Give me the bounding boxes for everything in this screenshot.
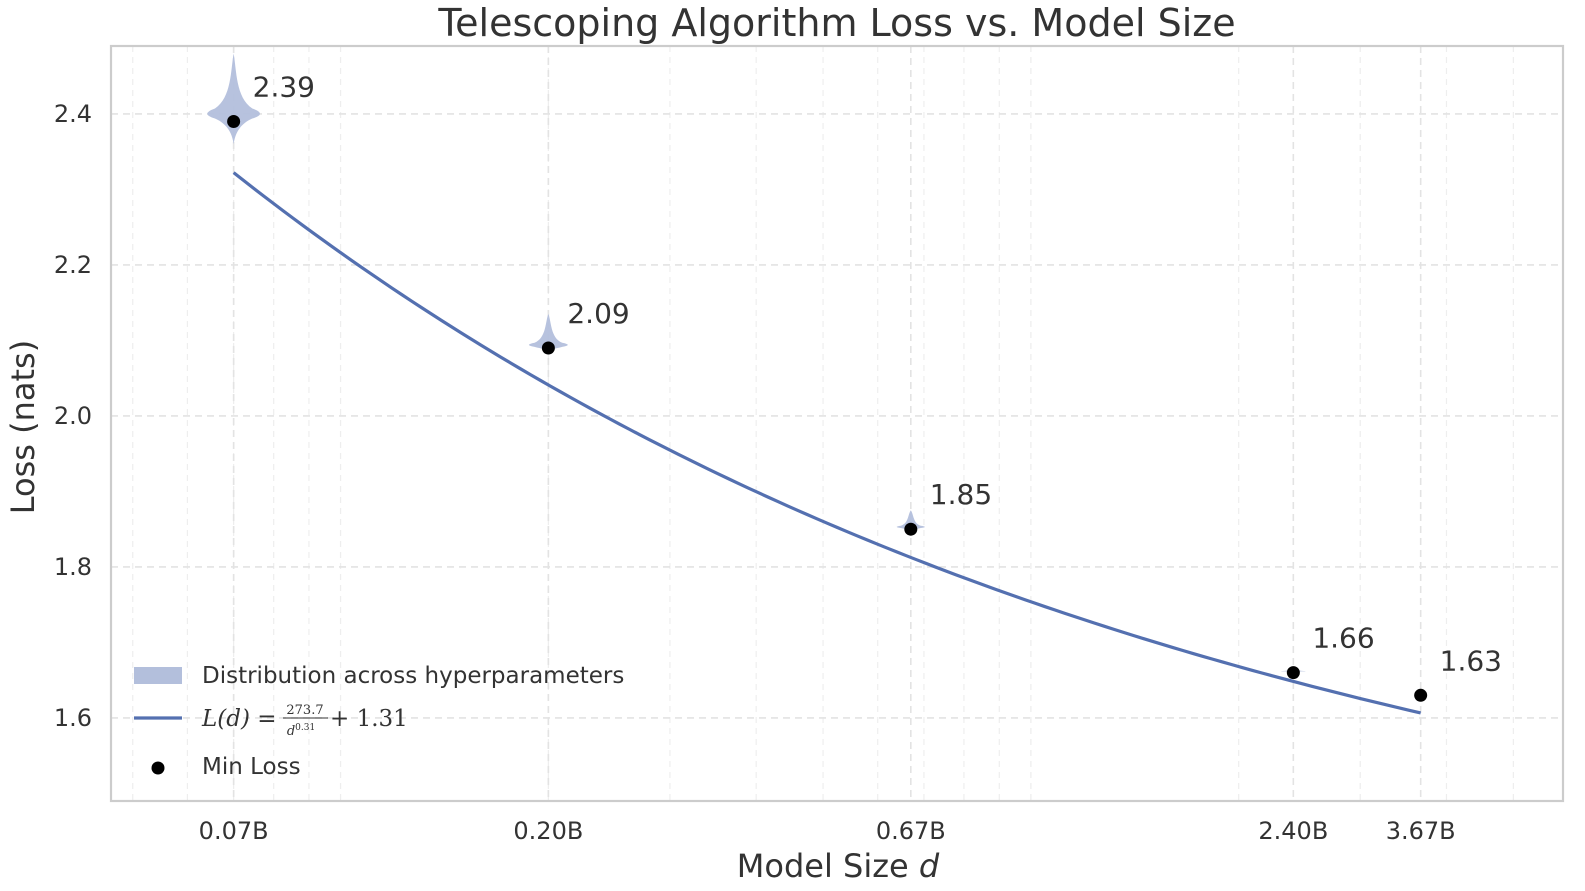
y-tick-label: 1.6 <box>54 704 92 732</box>
min-loss-point <box>541 341 555 355</box>
min-loss-point <box>227 115 241 128</box>
legend-fit-denominator-exp: 0.31 <box>295 723 315 733</box>
legend-marker-min-loss <box>151 761 165 775</box>
x-axis-ticks: 0.07B 0.20B 0.67B 2.40B 3.67B <box>199 817 1456 845</box>
point-value-label: 2.09 <box>567 297 629 330</box>
legend-fit-denominator-var: d <box>287 724 295 739</box>
point-value-label: 1.63 <box>1440 644 1502 677</box>
legend-fit-numerator: 273.7 <box>286 703 323 718</box>
legend-fit-denominator: d0.31 <box>287 723 315 739</box>
x-tick-label: 0.07B <box>199 817 269 845</box>
fit-curve-line <box>232 171 1422 715</box>
violin-1 <box>528 314 568 352</box>
x-axis-title: Model Size d <box>737 847 940 885</box>
point-value-label: 1.66 <box>1312 622 1374 655</box>
plot-frame <box>109 44 1565 803</box>
violin-0 <box>207 53 260 145</box>
y-tick-label: 2.0 <box>54 402 92 430</box>
y-tick-label: 2.2 <box>54 251 92 279</box>
min-loss-point <box>904 522 918 536</box>
legend: Distribution across hyperparameters L(d)… <box>134 663 624 780</box>
y-axis-ticks: 1.6 1.8 2.0 2.2 2.4 <box>54 100 92 732</box>
x-axis-variable: d <box>919 847 940 885</box>
min-loss-points <box>227 115 1428 702</box>
legend-label-fit: L(d) = 273.7 d0.31 + 1.31 <box>201 703 408 739</box>
grid <box>111 46 1563 801</box>
min-loss-point <box>1414 688 1428 702</box>
legend-patch-distribution <box>134 667 182 684</box>
legend-label-distribution: Distribution across hyperparameters <box>202 663 624 689</box>
x-tick-label: 0.67B <box>876 817 946 845</box>
point-value-label: 2.39 <box>253 71 315 104</box>
legend-fit-prefix: L(d) = <box>201 706 277 732</box>
legend-label-min-loss: Min Loss <box>202 754 301 780</box>
y-axis-title: Loss (nats) <box>4 340 42 514</box>
y-tick-label: 2.4 <box>54 100 92 128</box>
chart-title: Telescoping Algorithm Loss vs. Model Siz… <box>437 1 1235 45</box>
x-tick-label: 3.67B <box>1386 817 1456 845</box>
x-axis-label: Model Size <box>737 847 909 885</box>
point-value-labels: 2.39 2.09 1.85 1.66 1.63 <box>253 71 1502 678</box>
violin-2 <box>896 510 925 531</box>
x-tick-label: 0.20B <box>513 817 583 845</box>
x-tick-label: 2.40B <box>1258 817 1328 845</box>
y-tick-label: 1.8 <box>54 553 92 581</box>
point-value-label: 1.85 <box>930 478 992 511</box>
legend-fit-suffix: + 1.31 <box>330 706 408 732</box>
min-loss-point <box>1286 666 1300 680</box>
